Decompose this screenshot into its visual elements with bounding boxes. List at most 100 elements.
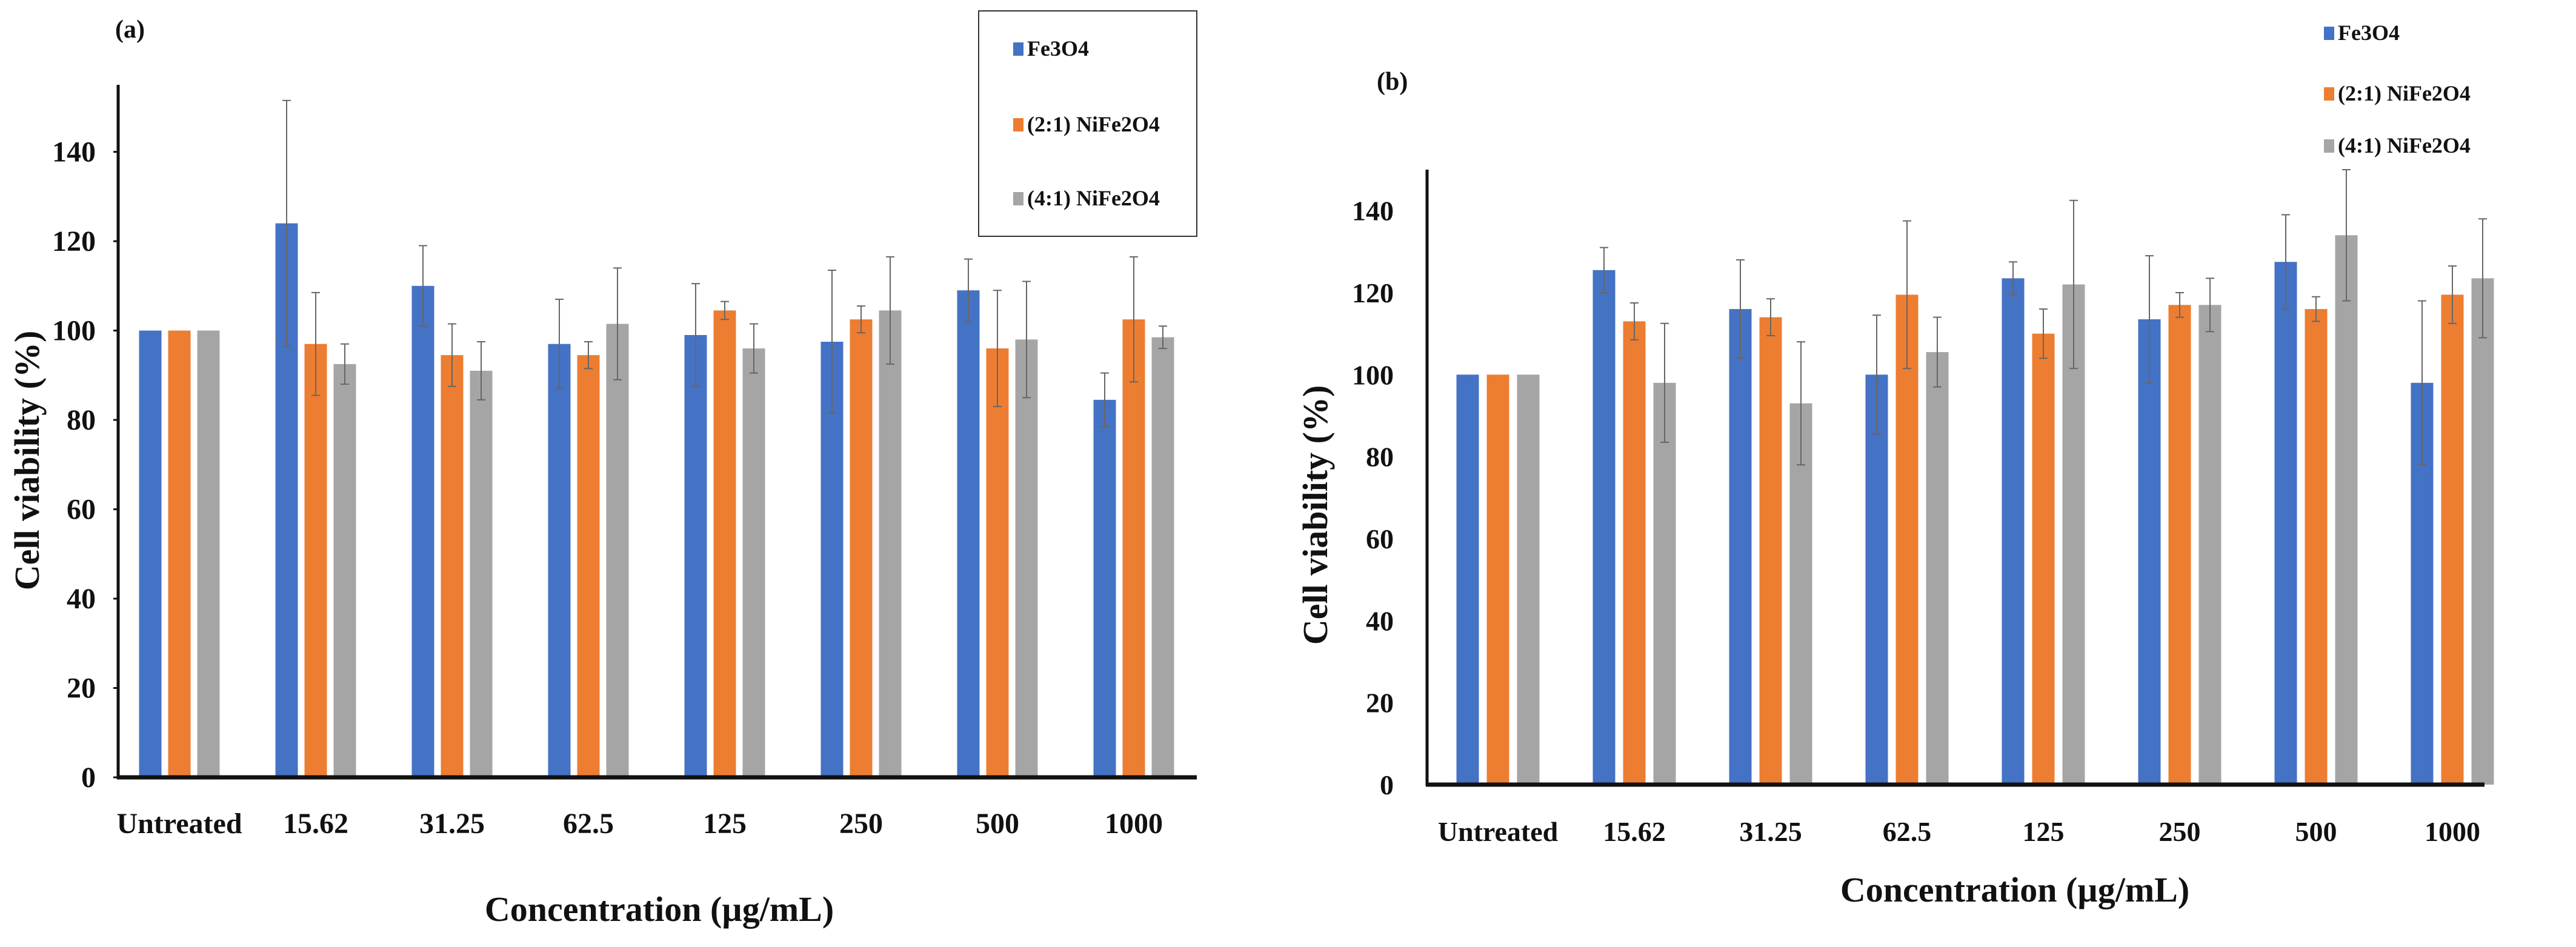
panel-a-y-tick-label: 100 [52,315,96,347]
panel-b-label: (b) [1377,68,1408,96]
panel-a-bar-fe3o4-62-5 [548,344,571,777]
panel-a-bar-2-1-nife2o4-15-62 [304,344,327,777]
panel-b-y-tick-label: 80 [1366,442,1394,473]
panel-a-legend-swatch-41-nife2o4 [1013,192,1023,205]
panel-a-bar-2-1-nife2o4-untreated [168,330,191,777]
panel-b-y-tick-label: 40 [1366,605,1394,636]
panel-b-legend-swatch-41-nife2o4 [2324,139,2334,153]
panel-b-bar-fe3o4-untreated [1456,374,1479,785]
panel-b-x-tick-label-1000: 1000 [2425,816,2480,847]
panel-a-bar-4-1-nife2o4-1000 [1151,337,1174,777]
panel-a: (a) Cell viability (%) Concentration (µg… [7,10,1197,929]
panel-b-y-tick-label: 140 [1352,196,1394,227]
panel-a-bar-2-1-nife2o4-62-5 [577,355,600,777]
panel-a-plot-area: 0 20 40 60 80 100 120 140 Untreated 15.62 31.25 62.… [52,85,1197,840]
panel-b-bar-2-1-nife2o4-untreated [1486,374,1509,785]
panel-a-bar-4-1-nife2o4-125 [742,348,765,777]
panel-a-x-tick-label-500: 500 [976,808,1019,840]
panel-b-bar-2-1-nife2o4-31-25 [1759,317,1782,785]
panel-b-bar-2-1-nife2o4-15-62 [1623,321,1646,785]
panel-a-bar-fe3o4-31-25 [411,285,434,777]
panel-a-bar-4-1-nife2o4-62-5 [606,324,629,777]
panel-a-bar-fe3o4-250 [820,342,844,777]
panel-b-x-tick-label-62-5: 62.5 [1883,816,1932,847]
panel-b-x-tick-label-250: 250 [2159,816,2201,847]
panel-a-label: (a) [115,16,145,44]
panel-a-x-axis-label: Concentration (µg/mL) [485,889,834,929]
panel-a-y-tick-label: 80 [67,404,96,436]
panel-b-y-tick-label: 20 [1366,688,1394,719]
panel-a-legend-label-21-nife2o4: (2:1) NiFe2O4 [1027,112,1160,136]
panel-a-legend-swatch-21-nife2o4 [1013,118,1023,131]
panel-b-bar-fe3o4-125 [2002,278,2025,785]
panel-a-bar-2-1-nife2o4-250 [850,319,873,777]
panel-a-bar-4-1-nife2o4-untreated [197,330,220,777]
panel-a-bar-2-1-nife2o4-125 [713,310,736,777]
panel-a-x-tick-label-62-5: 62.5 [563,808,614,840]
panel-a-legend-label-41-nife2o4: (4:1) NiFe2O4 [1027,186,1160,210]
panel-b-legend: Fe3O4 (2:1) NiFe2O4 (4:1) NiFe2O4 [2324,21,2471,158]
panel-b-bar-4-1-nife2o4-500 [2335,235,2358,785]
panel-a-bar-4-1-nife2o4-250 [879,310,902,777]
panel-b-bar-2-1-nife2o4-500 [2305,309,2328,785]
panel-a-bar-fe3o4-1000 [1093,399,1116,777]
panel-b-bar-fe3o4-15-62 [1593,270,1616,785]
panel-a-y-tick-label: 120 [52,225,96,258]
panel-b-bar-fe3o4-31-25 [1729,309,1752,785]
panel-b: (b) Cell viability (%) Concentration (µg… [1296,21,2494,909]
panel-a-y-tick-label: 0 [81,762,96,794]
panel-b-bar-2-1-nife2o4-62-5 [1895,294,1919,785]
panel-b-y-axis-label: Cell viability (%) [1296,385,1335,645]
panel-b-x-tick-label-untreated: Untreated [1438,816,1559,847]
panel-a-y-axis-label: Cell viability (%) [7,331,47,591]
panel-b-x-axis-label: Concentration (µg/mL) [1840,870,2189,909]
panel-a-bar-4-1-nife2o4-500 [1015,339,1038,777]
panel-a-x-tick-label-125: 125 [703,808,747,840]
panel-a-x-tick-label-250: 250 [839,808,883,840]
panel-b-x-tick-label-125: 125 [2023,816,2065,847]
panel-b-bar-2-1-nife2o4-1000 [2441,294,2464,785]
panel-a-x-tick-label-1000: 1000 [1105,808,1163,840]
panel-b-bar-fe3o4-250 [2138,319,2161,785]
panel-a-x-tick-label-15-62: 15.62 [283,808,348,840]
panel-b-bar-2-1-nife2o4-250 [2168,305,2191,785]
panel-b-x-tick-label-15-62: 15.62 [1603,816,1666,847]
panel-b-bar-4-1-nife2o4-31-25 [1789,403,1812,785]
panel-a-y-tick-label: 20 [67,673,96,705]
panel-b-legend-label-41-nife2o4: (4:1) NiFe2O4 [2338,133,2471,158]
panel-b-y-tick-label: 120 [1352,277,1394,308]
panel-b-bar-2-1-nife2o4-125 [2032,333,2055,785]
panel-a-y-tick-label: 60 [67,494,96,526]
panel-a-y-tick-label: 40 [67,583,96,615]
panel-b-legend-label-21-nife2o4: (2:1) NiFe2O4 [2338,81,2471,105]
panel-b-legend-label-fe3o4: Fe3O4 [2338,21,2400,45]
panel-b-bar-4-1-nife2o4-250 [2198,305,2222,785]
panel-a-bar-2-1-nife2o4-500 [986,348,1009,777]
panel-a-y-tick-label: 140 [52,136,96,168]
panel-a-bar-4-1-nife2o4-31-25 [470,370,493,777]
panel-b-bar-4-1-nife2o4-15-62 [1653,382,1676,785]
panel-b-legend-swatch-21-nife2o4 [2324,87,2334,101]
panel-a-bar-2-1-nife2o4-31-25 [441,355,464,777]
panel-b-bar-fe3o4-500 [2274,262,2297,785]
panel-a-bar-4-1-nife2o4-15-62 [333,364,356,777]
panel-b-legend-swatch-fe3o4 [2324,27,2334,40]
panel-b-bar-4-1-nife2o4-untreated [1517,374,1540,785]
panel-b-bar-fe3o4-62-5 [1865,374,1888,785]
panel-b-y-tick-label: 100 [1352,359,1394,390]
panel-a-x-tick-label-31-25: 31.25 [419,808,485,840]
panel-b-bar-4-1-nife2o4-62-5 [1926,352,1949,785]
panel-b-x-tick-label-500: 500 [2295,816,2337,847]
panel-a-bar-fe3o4-125 [684,334,707,777]
panel-a-legend-swatch-fe3o4 [1013,42,1023,56]
panel-b-bar-4-1-nife2o4-1000 [2471,278,2494,785]
panel-b-y-tick-label: 0 [1380,769,1394,800]
panel-a-bar-fe3o4-500 [957,290,980,777]
panel-a-x-tick-label-untreated: Untreated [116,808,242,840]
panel-b-plot-area: 0 20 40 60 80 100 120 140 Untreated 15.62 31.25 62.… [1352,169,2494,847]
panel-b-y-tick-label: 60 [1366,523,1394,554]
panel-a-bar-2-1-nife2o4-1000 [1122,319,1145,777]
panel-a-legend: Fe3O4 (2:1) NiFe2O4 (4:1) NiFe2O4 [978,10,1197,237]
panel-b-x-tick-label-31-25: 31.25 [1739,816,1802,847]
